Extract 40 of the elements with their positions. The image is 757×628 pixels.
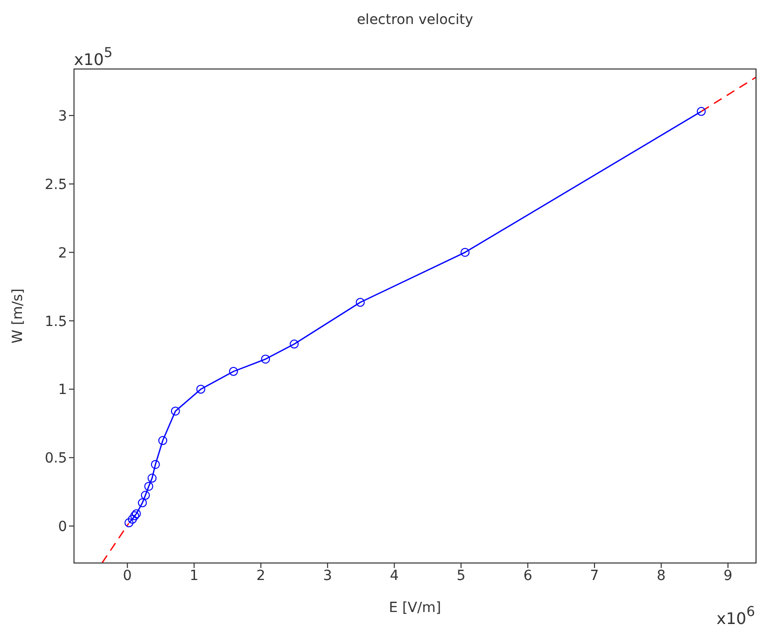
x-tick-label: 5 — [456, 568, 466, 584]
text: x10$^{6}$ — [716, 604, 755, 628]
point — [150, 460, 160, 469]
annotation: x10$^{5}$ — [74, 45, 112, 69]
point — [140, 490, 150, 500]
point — [696, 106, 706, 116]
x-tick-label: 0 — [122, 568, 132, 584]
point — [460, 248, 470, 257]
x-tick-label: 3 — [323, 568, 332, 584]
y-tick-label: 1 — [58, 382, 67, 398]
y-tick-label: 2 — [58, 245, 67, 262]
point — [228, 366, 238, 376]
x-tick-label: 4 — [390, 568, 399, 584]
y-tick-label: 2.5 — [44, 176, 67, 193]
x-tick-label: 6 — [523, 568, 532, 584]
x-axis-title: E [V/m] — [388, 600, 442, 616]
y-tick-label: 0.5 — [44, 450, 67, 467]
x-tick-label: 7 — [590, 568, 599, 584]
x-tick-label: 8 — [656, 568, 666, 584]
chart-title: electron velocity — [356, 12, 474, 28]
point — [128, 514, 137, 524]
point — [124, 518, 134, 528]
x-tick-label: 1 — [190, 568, 199, 584]
point — [132, 509, 141, 518]
y-tick-label: 0 — [58, 519, 67, 536]
y-tick-label: 3 — [58, 108, 67, 124]
point — [170, 406, 180, 416]
x-tick-label: 2 — [256, 568, 266, 584]
point — [144, 482, 154, 491]
y-tick-label: 1.5 — [44, 314, 67, 330]
x-tick-label: 9 — [724, 568, 732, 584]
point — [130, 511, 140, 520]
point — [138, 498, 147, 508]
point — [196, 384, 206, 394]
point — [148, 474, 157, 483]
point — [261, 354, 270, 364]
y-axis-title: W [m/s] — [10, 288, 26, 344]
point — [158, 436, 168, 446]
point — [290, 340, 299, 349]
point — [356, 298, 365, 307]
